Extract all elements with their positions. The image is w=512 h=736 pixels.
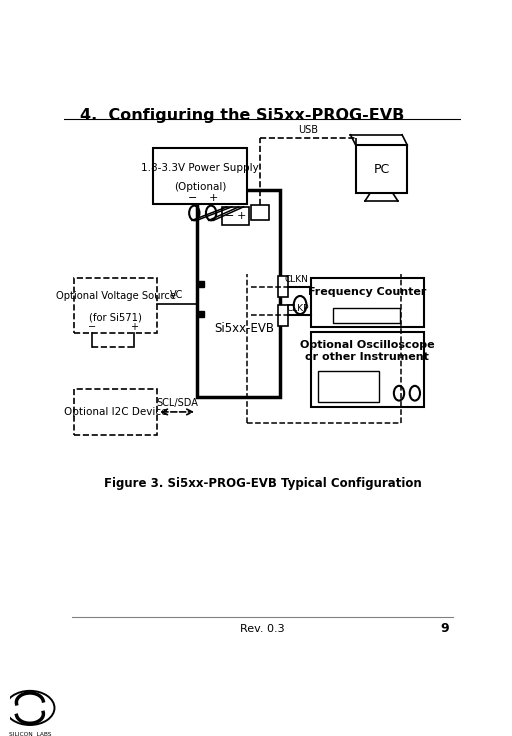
Text: PC: PC — [373, 163, 390, 176]
Bar — [222, 207, 249, 225]
Text: 1.8-3.3V Power Supply: 1.8-3.3V Power Supply — [141, 163, 259, 173]
Text: Optional I2C Device: Optional I2C Device — [64, 407, 167, 417]
Text: 9: 9 — [440, 623, 449, 635]
Text: (Optional): (Optional) — [174, 183, 226, 193]
Text: CLKP: CLKP — [286, 304, 309, 313]
Text: +: + — [208, 194, 218, 203]
Text: Frequency Counter: Frequency Counter — [308, 286, 426, 297]
Text: CLKN: CLKN — [285, 275, 309, 283]
Bar — [311, 332, 424, 407]
Bar — [251, 205, 269, 220]
Bar — [153, 148, 247, 205]
Text: −: − — [187, 194, 197, 203]
Text: 4.  Configuring the Si5xx-PROG-EVB: 4. Configuring the Si5xx-PROG-EVB — [80, 108, 404, 123]
Bar — [279, 305, 288, 325]
Text: SILICON  LABS: SILICON LABS — [9, 732, 51, 736]
Text: or other Instrument: or other Instrument — [306, 353, 429, 362]
Bar — [318, 371, 379, 403]
Text: USB: USB — [298, 125, 318, 135]
Text: +: + — [130, 322, 138, 332]
Text: −: − — [225, 211, 234, 222]
Text: Optional Oscilloscope: Optional Oscilloscope — [300, 340, 435, 350]
Text: (for Si571): (for Si571) — [89, 313, 142, 322]
Text: Rev. 0.3: Rev. 0.3 — [240, 624, 285, 634]
Bar — [74, 277, 157, 333]
Text: SCL/SDA: SCL/SDA — [156, 398, 198, 408]
Text: Si5xx-EVB: Si5xx-EVB — [215, 322, 274, 336]
Text: +: + — [237, 211, 246, 222]
Text: −: − — [88, 322, 96, 332]
Bar — [311, 277, 424, 328]
Bar — [197, 191, 280, 397]
Text: Optional Voltage Source: Optional Voltage Source — [56, 291, 176, 301]
Bar — [279, 276, 288, 297]
Bar — [74, 389, 157, 435]
Bar — [356, 145, 407, 193]
Bar — [333, 308, 400, 323]
Text: Figure 3. Si5xx-PROG-EVB Typical Configuration: Figure 3. Si5xx-PROG-EVB Typical Configu… — [103, 476, 421, 489]
Text: VC: VC — [170, 290, 184, 300]
